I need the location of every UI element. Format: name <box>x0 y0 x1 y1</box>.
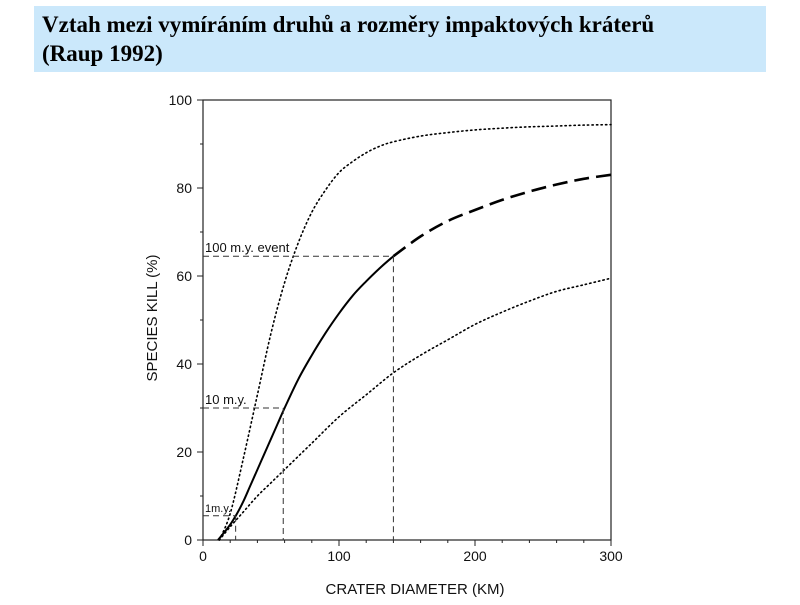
chart-reference-lines: 1m.y. 10 m.y. 100 m.y. event <box>203 240 394 540</box>
y-tick-label: 100 <box>169 92 193 108</box>
y-tick-label: 0 <box>184 532 192 548</box>
series-line-dotted <box>218 277 612 541</box>
y-axis-label: SPECIES KILL (%) <box>144 255 161 382</box>
series-line-solid <box>217 255 395 541</box>
x-tick-label: 300 <box>599 548 623 564</box>
slide-title-line2: (Raup 1992) <box>42 41 163 66</box>
y-tick-label: 80 <box>176 180 192 196</box>
x-tick-label: 200 <box>463 548 487 564</box>
title-band: Vztah mezi vymíráním druhů a rozměry imp… <box>34 6 766 72</box>
x-axis-label: CRATER DIAMETER (KM) <box>326 581 505 598</box>
y-tick-label: 20 <box>176 444 192 460</box>
reference-label: 100 m.y. event <box>205 240 290 255</box>
series-line-dotted <box>218 123 612 541</box>
x-tick-label: 100 <box>327 548 351 564</box>
series-line-dashed <box>392 173 612 258</box>
reference-label: 10 m.y. <box>205 392 247 407</box>
x-tick-label: 0 <box>199 548 207 564</box>
chart-series <box>217 123 612 541</box>
chart-axes: 0 20 40 60 80 100 0 100 200 300 <box>169 92 623 564</box>
y-tick-label: 60 <box>176 268 192 284</box>
plot-frame <box>202 99 612 541</box>
slide-title-line1: Vztah mezi vymíráním druhů a rozměry imp… <box>42 12 655 37</box>
reference-label: 1m.y. <box>205 503 231 515</box>
y-tick-label: 40 <box>176 356 192 372</box>
